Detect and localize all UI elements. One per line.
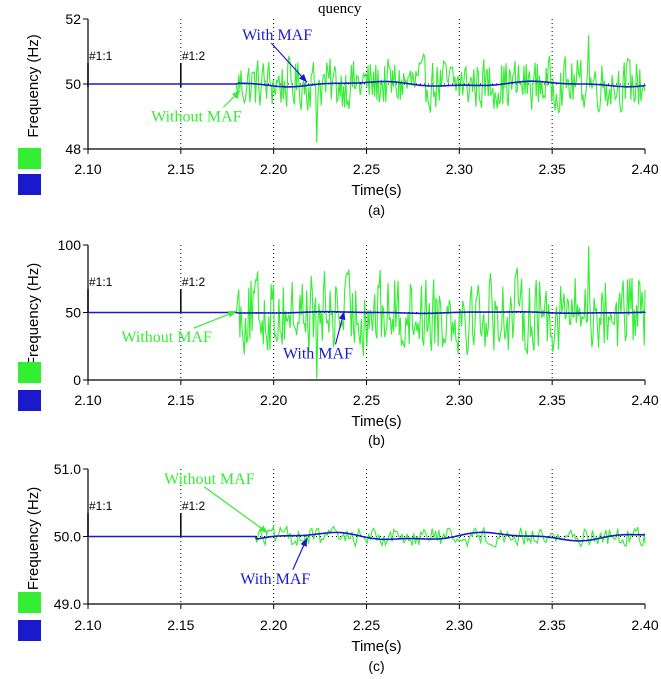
annotation-arrow-head: [300, 537, 308, 547]
legend-swatch-without-maf: [18, 362, 41, 383]
legend-swatch-with-maf: [18, 174, 41, 195]
x-axis-label: Time(s): [351, 638, 401, 655]
x-axis-label: Time(s): [351, 182, 401, 199]
chart-panel-b: 2.10 2.15 2.20 2.25 2.30 2.35 2.40 0 50 100 Time(s…: [18, 237, 659, 448]
x-tick-label: 2.35: [539, 392, 566, 408]
panel-label: (a): [368, 202, 385, 218]
y-tick-label: 50: [65, 305, 81, 321]
top-title-fragment: quency: [318, 1, 362, 17]
x-tick-label: 2.10: [74, 617, 101, 633]
annotation-label: With MAF: [283, 345, 353, 362]
event-marker-label: #1:2: [182, 49, 206, 63]
y-tick-label: 0: [73, 372, 81, 388]
event-marker-label: #1:1: [89, 275, 113, 289]
x-tick-label: 2.20: [260, 617, 287, 633]
x-tick-label: 2.25: [353, 161, 380, 177]
annotation-arrow-head: [259, 525, 269, 534]
series-line-with-maf: [88, 80, 646, 88]
x-tick-label: 2.30: [446, 392, 473, 408]
annotation-arrow-head: [231, 90, 241, 99]
x-tick-label: 2.40: [631, 161, 658, 177]
legend-swatch-without-maf: [18, 592, 41, 613]
x-tick-label: 2.15: [167, 617, 194, 633]
panel-label: (c): [368, 658, 384, 674]
x-tick-label: 2.20: [260, 161, 287, 177]
x-tick-label: 2.30: [446, 617, 473, 633]
x-tick-label: 2.25: [353, 617, 380, 633]
annotation-arrow-head: [227, 311, 237, 318]
y-tick-label: 48: [65, 141, 81, 157]
annotation-arrow-line: [203, 486, 269, 534]
event-marker-label: #1:2: [182, 275, 206, 289]
legend-swatch-without-maf: [18, 148, 41, 169]
y-tick-label: 50: [65, 76, 81, 92]
annotation-arrow-head: [298, 73, 308, 83]
y-axis-label: Frequency (Hz): [25, 263, 42, 366]
series-line-without-maf: [88, 246, 646, 379]
annotation-arrow-head: [338, 311, 346, 321]
x-tick-label: 2.20: [260, 392, 287, 408]
series-line-without-maf: [88, 524, 646, 549]
annotation-label: Without MAF: [164, 471, 255, 488]
x-tick-label: 2.10: [74, 161, 101, 177]
x-tick-label: 2.15: [167, 161, 194, 177]
x-tick-label: 2.30: [446, 161, 473, 177]
x-tick-label: 2.10: [74, 392, 101, 408]
x-tick-label: 2.25: [353, 392, 380, 408]
y-tick-label: 52: [65, 11, 81, 27]
event-marker-label: #1:1: [89, 499, 113, 513]
chart-panel-c: 2.10 2.15 2.20 2.25 2.30 2.35 2.40 49.0 50.0 51.0…: [18, 461, 659, 674]
event-marker-label: #1:2: [182, 499, 206, 513]
y-axis-label: Frequency (Hz): [25, 34, 42, 137]
x-tick-label: 2.15: [167, 392, 194, 408]
legend-swatch-with-maf: [18, 390, 41, 411]
event-marker-label: #1:1: [89, 49, 113, 63]
annotation-label: With MAF: [242, 27, 312, 44]
chart-panel-a: 2.10 2.15 2.20 2.25 2.30 2.35 2.40 48 50 52 Time(s…: [18, 11, 659, 218]
x-tick-label: 2.40: [631, 392, 658, 408]
panel-label: (b): [368, 432, 385, 448]
y-tick-label: 49.0: [54, 596, 81, 612]
annotation-arrow-line: [270, 42, 308, 83]
x-tick-label: 2.35: [539, 617, 566, 633]
legend-swatch-with-maf: [18, 620, 41, 641]
x-tick-label: 2.35: [539, 161, 566, 177]
y-tick-label: 100: [58, 237, 82, 253]
y-tick-label: 50.0: [54, 529, 81, 545]
annotation-label: With MAF: [240, 571, 310, 588]
x-axis-label: Time(s): [351, 413, 401, 430]
annotation-label: Without MAF: [121, 329, 212, 346]
x-tick-label: 2.40: [631, 617, 658, 633]
annotation-label: Without MAF: [151, 108, 242, 125]
y-axis-label: Frequency (Hz): [25, 487, 42, 590]
series-line-with-maf: [88, 310, 646, 315]
series-line-with-maf: [88, 531, 646, 542]
y-tick-label: 51.0: [54, 461, 81, 477]
